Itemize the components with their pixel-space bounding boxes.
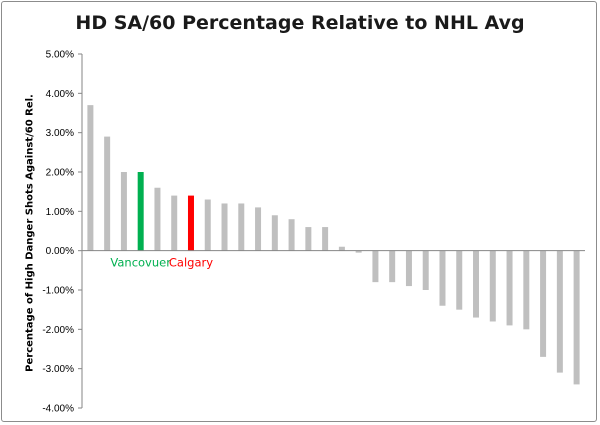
bar bbox=[288, 219, 295, 251]
bars bbox=[87, 105, 580, 385]
y-tick-label: 4.00% bbox=[46, 89, 74, 100]
bar bbox=[87, 105, 94, 251]
chart-title: HD SA/60 Percentage Relative to NHL Avg bbox=[75, 12, 525, 34]
bar bbox=[556, 250, 563, 373]
bar bbox=[104, 136, 111, 251]
bar bbox=[322, 227, 329, 251]
y-tick-label: -1.00% bbox=[42, 286, 74, 297]
bar bbox=[523, 250, 530, 330]
bar bbox=[489, 250, 496, 322]
bar bbox=[171, 195, 178, 251]
y-tick-label: -3.00% bbox=[42, 364, 74, 375]
bar bbox=[573, 250, 580, 385]
bar bbox=[137, 172, 144, 251]
bar bbox=[473, 250, 480, 318]
bar bbox=[540, 250, 547, 357]
bar bbox=[389, 250, 396, 283]
bar-annotation: Calgary bbox=[169, 256, 213, 270]
axes bbox=[81, 54, 585, 408]
y-tick-label: -2.00% bbox=[42, 325, 74, 336]
bar bbox=[255, 207, 262, 251]
bar bbox=[187, 195, 194, 251]
bar bbox=[372, 250, 379, 283]
bar bbox=[305, 227, 312, 251]
bar bbox=[439, 250, 446, 306]
bar bbox=[456, 250, 463, 310]
bar bbox=[338, 246, 345, 251]
bar-annotation: Vancovuer bbox=[110, 256, 171, 270]
bar bbox=[221, 203, 228, 251]
bar bbox=[204, 199, 211, 251]
bar bbox=[238, 203, 245, 251]
y-tick-label: 3.00% bbox=[46, 128, 74, 139]
y-tick-label: 5.00% bbox=[46, 50, 74, 61]
bar bbox=[154, 187, 161, 251]
bar bbox=[422, 250, 429, 290]
y-tick-label: 2.00% bbox=[46, 168, 74, 179]
y-tick-label: 0.00% bbox=[46, 246, 74, 257]
y-tick-label: 1.00% bbox=[46, 207, 74, 218]
bar bbox=[405, 250, 412, 287]
bar bbox=[271, 215, 278, 251]
bar bbox=[355, 250, 362, 253]
y-ticks: 5.00% 4.00% 3.00% 2.00% 1.00% 0.00% -1.00% -2.0… bbox=[42, 50, 82, 415]
bar bbox=[506, 250, 513, 326]
y-tick-label: -4.00% bbox=[42, 404, 74, 415]
bar bbox=[120, 172, 127, 251]
